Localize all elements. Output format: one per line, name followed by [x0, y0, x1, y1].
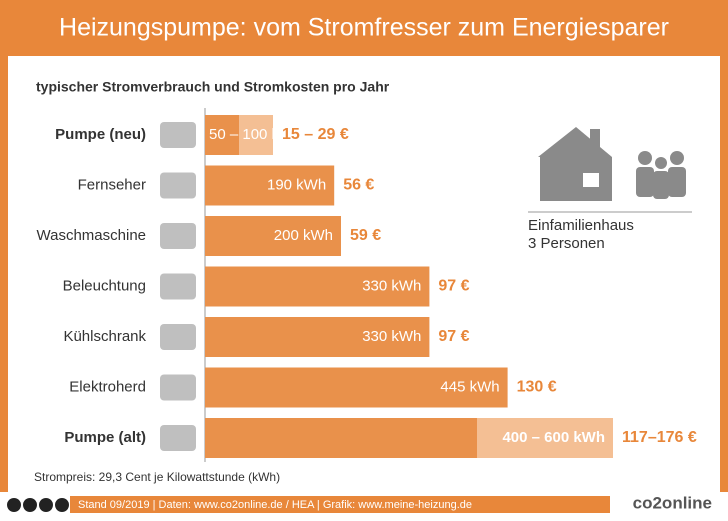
category-label: Beleuchtung — [63, 277, 146, 294]
bar — [205, 165, 335, 206]
icon — [160, 273, 196, 300]
legend-text: Einfamilienhaus — [528, 217, 634, 234]
category-label: Waschmaschine — [37, 227, 146, 244]
cost-label: 130 € — [517, 379, 557, 396]
subtitle: typischer Stromverbrauch und Stromkosten… — [36, 79, 390, 95]
cost-label: 117–176 € — [622, 429, 697, 446]
cost-label: 97 € — [438, 328, 469, 345]
cost-label: 59 € — [350, 227, 381, 244]
value-label: 190 kWh — [267, 176, 326, 193]
icon — [160, 122, 196, 148]
bar — [205, 367, 508, 408]
licence-icons — [7, 498, 69, 512]
bar — [205, 317, 430, 357]
icon — [160, 324, 196, 350]
people-icon — [636, 151, 686, 199]
category-label: Fernseher — [78, 176, 146, 193]
bar-range — [477, 418, 613, 458]
value-label: 330 kWh — [362, 277, 421, 294]
cost-label: 97 € — [438, 278, 469, 295]
logo: co2online — [633, 493, 712, 512]
footer-bar — [70, 496, 610, 513]
footer-text: Stand 09/2019 | Daten: www.co2online.de … — [78, 499, 472, 511]
value-label: 50 – 100 kWh — [209, 126, 302, 143]
bar — [205, 266, 430, 307]
icon — [160, 172, 196, 199]
category-label: Elektroherd — [69, 378, 146, 395]
value-label: 330 kWh — [362, 328, 421, 345]
house-icon — [538, 127, 612, 201]
value-label: 445 kWh — [440, 378, 499, 395]
legend-text: 3 Personen — [528, 235, 605, 252]
icon — [160, 223, 196, 249]
note: Strompreis: 29,3 Cent je Kilowattstunde … — [34, 470, 280, 484]
cost-label: 15 – 29 € — [282, 126, 349, 143]
cost-label: 56 € — [343, 177, 374, 194]
title: Heizungspumpe: vom Stromfresser zum Ener… — [59, 14, 669, 42]
category-label: Kühlschrank — [63, 328, 146, 345]
category-label: Pumpe (neu) — [55, 126, 146, 143]
value-label: 200 kWh — [274, 227, 333, 244]
category-label: Pumpe (alt) — [64, 429, 146, 446]
bar — [205, 216, 341, 256]
bar — [205, 115, 239, 155]
bar-range — [239, 115, 273, 155]
value-label: 400 – 600 kWh — [502, 429, 605, 446]
bar — [205, 418, 477, 458]
icon — [160, 425, 196, 451]
icon — [160, 374, 196, 401]
